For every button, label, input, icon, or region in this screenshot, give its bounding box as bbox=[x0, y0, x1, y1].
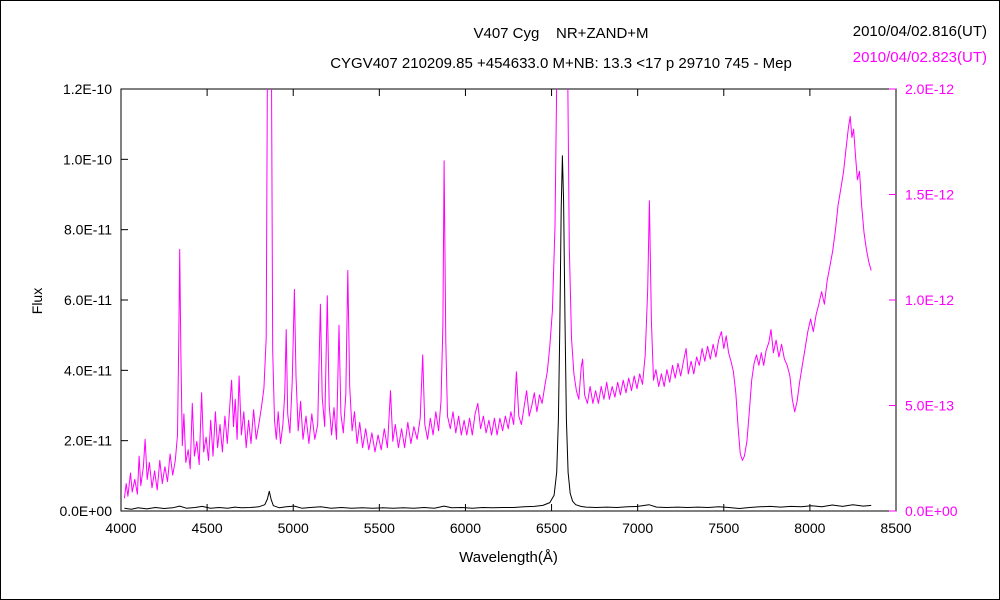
left-tick-label: 4.0E-11 bbox=[64, 362, 112, 378]
x-tick-label: 8500 bbox=[880, 520, 911, 536]
x-axis-label: Wavelength(Å) bbox=[459, 549, 558, 566]
left-tick-label: 6.0E-11 bbox=[64, 292, 112, 308]
x-tick-label: 5500 bbox=[364, 520, 395, 536]
right-tick-label: 2.0E-12 bbox=[905, 81, 954, 97]
left-tick-label: 2.0E-11 bbox=[64, 433, 112, 449]
x-tick-label: 5000 bbox=[278, 520, 309, 536]
right-tick-label: 1.0E-12 bbox=[905, 292, 954, 308]
left-tick-label: 8.0E-11 bbox=[64, 222, 112, 238]
x-tick-label: 4500 bbox=[192, 520, 223, 536]
right-tick-label: 0.0E+00 bbox=[905, 503, 958, 519]
date-label-black: 2010/04/02.816(UT) bbox=[852, 23, 987, 40]
series-black bbox=[124, 155, 872, 510]
date-label-magenta: 2010/04/02.823(UT) bbox=[852, 49, 987, 66]
x-tick-label: 7500 bbox=[708, 520, 739, 536]
x-tick-label: 7000 bbox=[622, 520, 653, 536]
x-tick-label: 6500 bbox=[536, 520, 567, 536]
right-tick-label: 1.5E-12 bbox=[905, 187, 954, 203]
series-magenta bbox=[123, 89, 872, 499]
chart-subtitle: CYGV407 210209.85 +454633.0 M+NB: 13.3 <… bbox=[330, 55, 792, 72]
plot-frame bbox=[120, 88, 897, 512]
x-tick-label: 4000 bbox=[105, 520, 136, 536]
chart-title: V407 Cyg NR+ZAND+M bbox=[473, 25, 649, 42]
right-tick-label: 5.0E-13 bbox=[905, 398, 954, 414]
left-tick-label: 0.0E+00 bbox=[59, 503, 112, 519]
left-tick-label: 1.0E-10 bbox=[63, 151, 112, 167]
left-tick-label: 1.2E-10 bbox=[63, 81, 112, 97]
x-tick-label: 8000 bbox=[794, 520, 825, 536]
x-tick-label: 6000 bbox=[450, 520, 481, 536]
